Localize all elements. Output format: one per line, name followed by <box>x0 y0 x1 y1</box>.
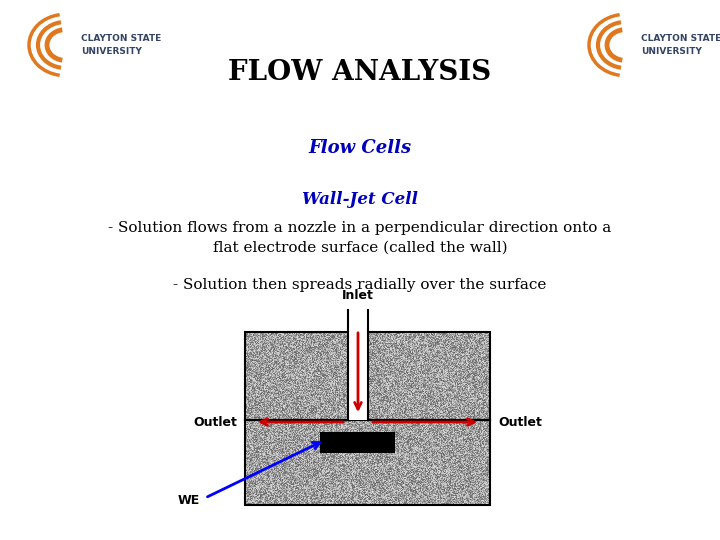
Text: - Solution flows from a nozzle in a perpendicular direction onto a: - Solution flows from a nozzle in a perp… <box>109 221 611 235</box>
Bar <box>368 332 490 420</box>
Text: FLOW ANALYSIS: FLOW ANALYSIS <box>228 58 492 85</box>
Bar <box>245 420 490 505</box>
Bar <box>245 332 348 420</box>
Text: Flow Cells: Flow Cells <box>308 139 412 157</box>
Text: UNIVERSITY: UNIVERSITY <box>81 47 142 56</box>
Text: UNIVERSITY: UNIVERSITY <box>641 47 701 56</box>
Bar <box>348 332 368 420</box>
Text: Wall-Jet Cell: Wall-Jet Cell <box>302 192 418 208</box>
Text: WE: WE <box>178 494 200 507</box>
Text: CLAYTON STATE: CLAYTON STATE <box>641 33 720 43</box>
Text: Outlet: Outlet <box>498 415 542 429</box>
Text: Inlet: Inlet <box>342 289 374 302</box>
Text: flat electrode surface (called the wall): flat electrode surface (called the wall) <box>212 241 508 255</box>
Text: CLAYTON STATE: CLAYTON STATE <box>81 33 161 43</box>
Bar <box>320 432 395 453</box>
Text: Outlet: Outlet <box>193 415 237 429</box>
Text: - Solution then spreads radially over the surface: - Solution then spreads radially over th… <box>174 278 546 292</box>
